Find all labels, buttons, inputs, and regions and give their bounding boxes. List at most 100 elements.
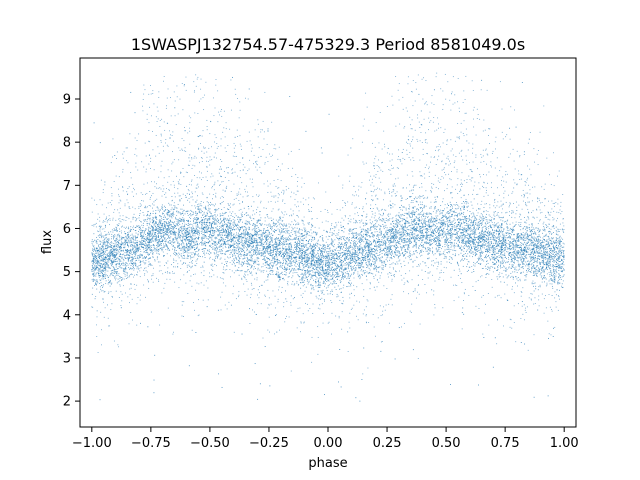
data-point bbox=[540, 250, 542, 251]
data-point bbox=[405, 231, 407, 232]
data-point bbox=[100, 275, 102, 277]
data-point bbox=[403, 206, 405, 208]
data-point bbox=[124, 264, 126, 266]
data-point bbox=[333, 230, 335, 232]
data-point bbox=[228, 234, 230, 236]
data-point bbox=[325, 256, 327, 258]
data-point bbox=[181, 239, 183, 241]
data-point bbox=[107, 304, 108, 306]
data-point bbox=[336, 273, 338, 275]
data-point bbox=[502, 259, 504, 261]
data-point bbox=[172, 245, 174, 247]
data-point bbox=[476, 224, 478, 226]
data-point bbox=[332, 271, 334, 273]
data-point bbox=[403, 239, 405, 241]
data-point bbox=[180, 239, 182, 241]
data-point bbox=[413, 219, 415, 221]
data-point bbox=[191, 229, 193, 231]
data-point bbox=[133, 262, 135, 264]
data-point bbox=[321, 255, 322, 257]
data-point bbox=[367, 254, 369, 256]
data-point bbox=[366, 235, 368, 237]
data-point bbox=[98, 273, 100, 275]
data-point bbox=[531, 269, 533, 271]
data-point bbox=[300, 260, 302, 262]
data-point bbox=[237, 239, 239, 241]
data-point bbox=[303, 224, 305, 226]
data-point bbox=[548, 262, 550, 264]
data-point bbox=[302, 285, 304, 287]
data-point bbox=[252, 253, 254, 255]
data-point bbox=[427, 196, 429, 198]
data-point bbox=[368, 232, 369, 234]
data-point bbox=[456, 228, 458, 229]
data-point bbox=[303, 281, 305, 283]
data-point bbox=[218, 240, 220, 242]
data-point bbox=[407, 262, 409, 264]
data-point bbox=[552, 287, 554, 289]
data-point bbox=[155, 235, 157, 237]
data-point bbox=[217, 219, 219, 221]
data-point bbox=[282, 258, 284, 260]
data-point bbox=[423, 207, 425, 209]
data-point bbox=[352, 233, 353, 235]
data-point bbox=[243, 250, 245, 252]
data-point bbox=[492, 247, 494, 249]
data-point bbox=[216, 237, 218, 239]
data-point bbox=[363, 248, 365, 250]
data-point bbox=[460, 222, 462, 224]
data-point bbox=[287, 251, 289, 253]
data-point bbox=[103, 263, 105, 265]
data-point bbox=[399, 206, 401, 208]
data-point bbox=[243, 234, 245, 235]
data-point bbox=[133, 253, 135, 255]
data-point bbox=[500, 257, 502, 259]
data-point bbox=[294, 219, 295, 221]
data-point bbox=[382, 243, 384, 245]
data-point bbox=[317, 259, 319, 260]
data-point bbox=[95, 269, 97, 271]
data-point bbox=[379, 248, 381, 250]
data-point bbox=[447, 224, 449, 226]
data-point bbox=[525, 246, 527, 248]
data-point bbox=[550, 273, 552, 275]
data-point bbox=[176, 220, 178, 222]
data-point bbox=[281, 230, 283, 231]
data-point bbox=[474, 224, 476, 225]
data-point bbox=[238, 226, 240, 228]
data-point bbox=[435, 201, 437, 203]
data-point bbox=[118, 242, 120, 244]
data-point bbox=[236, 234, 238, 236]
data-point bbox=[120, 250, 122, 252]
data-point bbox=[401, 266, 402, 268]
data-point bbox=[412, 228, 414, 230]
data-point bbox=[456, 204, 458, 205]
data-point bbox=[281, 244, 283, 246]
data-point bbox=[320, 284, 322, 286]
data-point bbox=[429, 248, 431, 250]
data-point bbox=[175, 231, 177, 233]
data-point bbox=[311, 257, 313, 259]
data-point bbox=[103, 240, 105, 242]
data-point bbox=[371, 243, 373, 245]
data-point bbox=[277, 262, 279, 263]
data-point bbox=[558, 240, 560, 242]
data-point bbox=[279, 252, 281, 254]
data-point bbox=[538, 261, 540, 263]
data-point bbox=[543, 269, 545, 271]
data-point bbox=[190, 261, 192, 263]
data-point bbox=[127, 239, 129, 241]
data-point bbox=[288, 276, 290, 278]
data-point bbox=[239, 241, 241, 243]
data-point bbox=[188, 239, 190, 241]
data-point bbox=[391, 230, 393, 232]
data-point bbox=[411, 207, 413, 209]
data-point bbox=[280, 276, 282, 278]
data-point bbox=[310, 284, 311, 286]
data-point bbox=[438, 239, 440, 241]
data-point bbox=[216, 246, 217, 248]
data-point bbox=[92, 281, 94, 282]
data-point bbox=[215, 223, 217, 225]
data-point bbox=[187, 231, 189, 233]
data-point bbox=[369, 259, 371, 261]
